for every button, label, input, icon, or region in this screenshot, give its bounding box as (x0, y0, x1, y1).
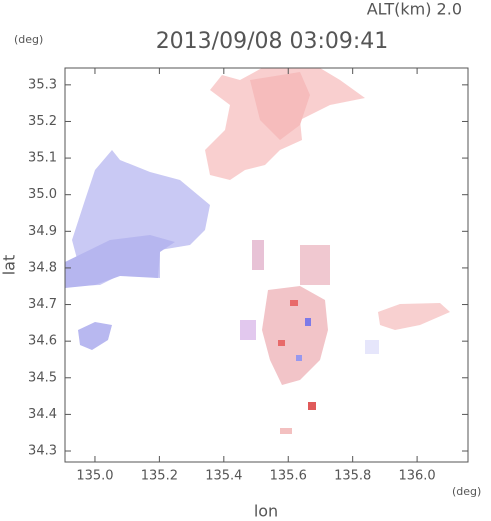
x-tick-label: 135.8 (334, 469, 371, 484)
echo-cell (290, 300, 298, 306)
x-tick-label: 135.4 (205, 469, 242, 484)
y-tick-label: 34.5 (28, 370, 57, 385)
echo-region-pink (378, 303, 450, 330)
y-axis-label: lat (0, 255, 19, 276)
echo-cell (240, 320, 256, 340)
echo-cell (280, 428, 292, 434)
echo-region-mixed (262, 286, 328, 385)
x-axis-label: lon (254, 502, 278, 521)
echo-cell (305, 318, 311, 326)
y-tick-label: 34.3 (28, 444, 57, 459)
y-tick-label: 34.6 (28, 334, 57, 349)
echo-cell (278, 340, 285, 346)
x-tick-label: 135.2 (141, 469, 178, 484)
chart-title: 2013/09/08 03:09:41 (156, 29, 389, 54)
y-tick-label: 34.7 (28, 297, 57, 312)
echo-cell (252, 240, 264, 270)
echo-region-pink (250, 72, 310, 140)
echo-field (65, 68, 450, 434)
altitude-label: ALT(km) 2.0 (367, 0, 462, 19)
y-tick-label: 35.2 (28, 114, 57, 129)
echo-cell (300, 245, 330, 285)
y-tick-label: 35.1 (28, 151, 57, 166)
y-unit: (deg) (14, 33, 43, 46)
y-tick-label: 34.4 (28, 407, 57, 422)
x-unit: (deg) (452, 485, 481, 498)
echo-cell (365, 340, 379, 354)
x-tick-label: 136.0 (398, 469, 435, 484)
echo-region-blue (65, 235, 175, 288)
echo-cell (296, 355, 302, 361)
y-tick-label: 35.0 (28, 187, 57, 202)
y-tick-label: 35.3 (28, 77, 57, 92)
x-tick-label: 135.6 (270, 469, 307, 484)
y-tick-label: 34.9 (28, 224, 57, 239)
y-tick-label: 34.8 (28, 260, 57, 275)
echo-region-blue (78, 322, 112, 350)
plot-frame (64, 67, 469, 463)
echo-cell (308, 402, 316, 410)
x-tick-label: 135.0 (76, 469, 113, 484)
